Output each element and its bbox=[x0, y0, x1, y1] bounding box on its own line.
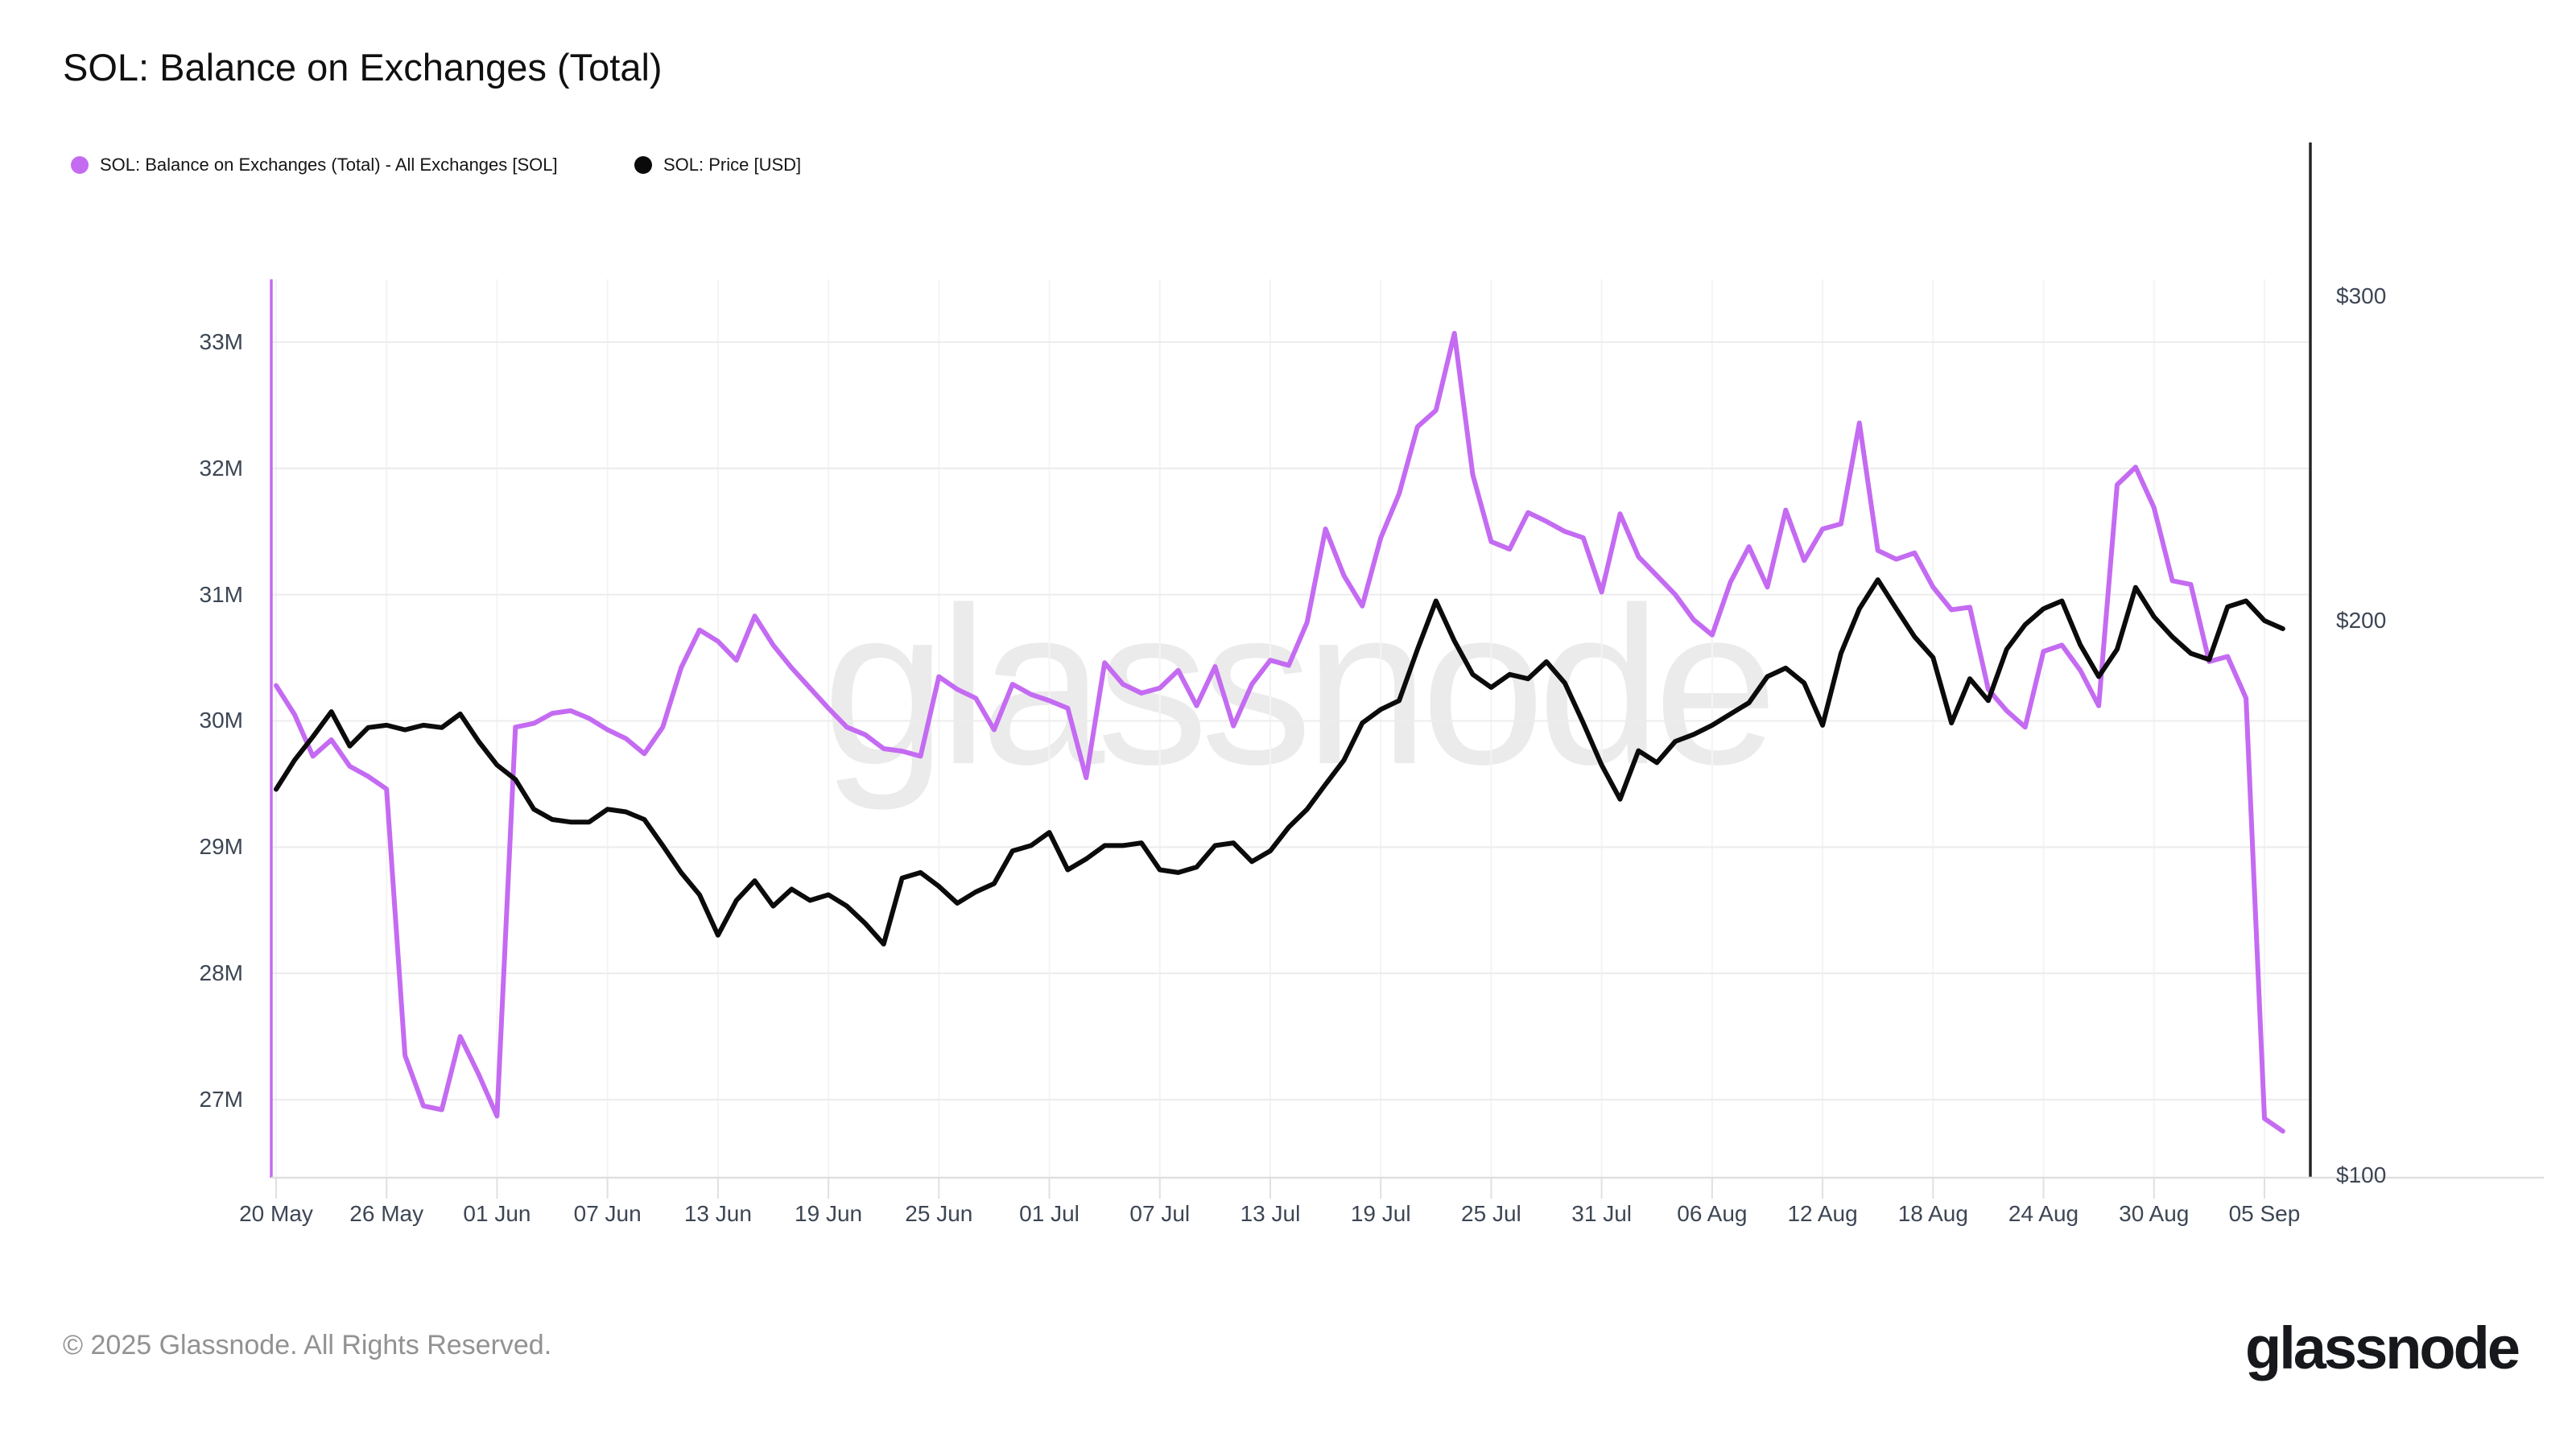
x-axis-tick-label: 19 Jun bbox=[795, 1201, 863, 1226]
x-axis-tick-label: 01 Jun bbox=[463, 1201, 531, 1226]
x-axis-tick-label: 06 Aug bbox=[1677, 1201, 1748, 1226]
balance-series-dot-icon bbox=[71, 156, 89, 174]
y-axis-left-label: 31M bbox=[199, 581, 243, 607]
y-axis-left-label: 33M bbox=[199, 329, 243, 354]
y-axis-right-label: $300 bbox=[2336, 283, 2387, 309]
axes bbox=[270, 142, 2544, 1199]
x-axis-tick-label: 13 Jun bbox=[683, 1201, 752, 1226]
x-axis-tick-label: 01 Jul bbox=[1019, 1201, 1080, 1226]
x-axis-tick-label: 26 May bbox=[349, 1201, 424, 1226]
gridlines bbox=[271, 279, 2310, 1178]
page-title: SOL: Balance on Exchanges (Total) bbox=[63, 46, 663, 89]
y-axis-right-label: $100 bbox=[2336, 1162, 2387, 1187]
x-axis-tick-label: 07 Jul bbox=[1129, 1201, 1191, 1226]
copyright-text: © 2025 Glassnode. All Rights Reserved. bbox=[63, 1330, 552, 1360]
price-series-dot-icon bbox=[634, 156, 652, 174]
legend-item-label: SOL: Price [USD] bbox=[663, 155, 802, 175]
y-axis-left-label: 29M bbox=[199, 834, 243, 860]
legend-item-balance[interactable]: SOL: Balance on Exchanges (Total) - All … bbox=[71, 155, 558, 175]
x-axis-tick-label: 12 Aug bbox=[1787, 1201, 1858, 1226]
x-axis-tick-label: 13 Jul bbox=[1240, 1201, 1301, 1226]
glassnode-logo[interactable]: glassnode bbox=[2245, 1315, 2520, 1381]
x-axis-tick-label: 24 Aug bbox=[2008, 1201, 2079, 1226]
y-axis-left-label: 32M bbox=[199, 455, 243, 481]
x-axis-tick-label: 25 Jul bbox=[1461, 1201, 1521, 1226]
legend-item-label: SOL: Balance on Exchanges (Total) - All … bbox=[100, 155, 558, 175]
y-axis-left-label: 27M bbox=[199, 1086, 243, 1112]
x-axis-tick-label: 18 Aug bbox=[1897, 1201, 1968, 1226]
x-axis-tick-label: 19 Jul bbox=[1350, 1201, 1411, 1226]
series-lines bbox=[274, 331, 2285, 1134]
legend-item-price[interactable]: SOL: Price [USD] bbox=[634, 155, 801, 175]
glassnode-watermark: glassnode bbox=[822, 560, 1769, 812]
x-axis-tick-label: 25 Jun bbox=[905, 1201, 973, 1226]
x-axis-tick-label: 20 May bbox=[239, 1201, 313, 1226]
y-axis-right-label: $200 bbox=[2336, 608, 2387, 634]
x-axis-tick-label: 31 Jul bbox=[1571, 1201, 1632, 1226]
y-axis-left-label: 30M bbox=[199, 708, 243, 733]
y-axis-left-label: 28M bbox=[199, 960, 243, 986]
x-axis-tick-label: 30 Aug bbox=[2119, 1201, 2190, 1226]
x-axis-tick-label: 05 Sep bbox=[2228, 1201, 2301, 1226]
x-axis-tick-label: 07 Jun bbox=[573, 1201, 642, 1226]
